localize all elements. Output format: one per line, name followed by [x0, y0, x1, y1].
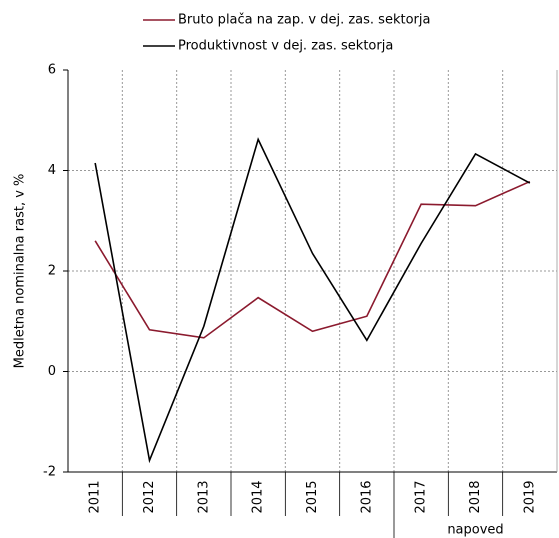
y-tick-label: 2 [48, 264, 56, 279]
series-line [94, 137, 531, 464]
legend-label: Bruto plača na zap. v dej. zas. sektorja [178, 13, 430, 28]
y-tick-label: 4 [48, 163, 56, 178]
x-tick-label: 2013 [196, 480, 211, 513]
x-tick-label: 2019 [522, 480, 537, 513]
x-tick-label: 2016 [359, 480, 374, 513]
series-line [94, 180, 531, 339]
x-tick-label: 2018 [468, 480, 483, 513]
x-tick-label: 2015 [305, 480, 320, 513]
x-tick-label: 2014 [251, 480, 266, 513]
y-tick-label: 6 [48, 63, 56, 78]
legend-label: Produktivnost v dej. zas. sektorja [178, 39, 393, 54]
annotation: napoved [447, 523, 503, 538]
y-tick-label: -2 [43, 465, 56, 480]
y-axis-label: Medletna nominalna rast, v % [13, 174, 28, 369]
x-tick-label: 2017 [414, 480, 429, 513]
x-tick-label: 2011 [88, 480, 103, 513]
x-tick-label: 2012 [142, 480, 157, 513]
y-tick-label: 0 [48, 364, 56, 379]
